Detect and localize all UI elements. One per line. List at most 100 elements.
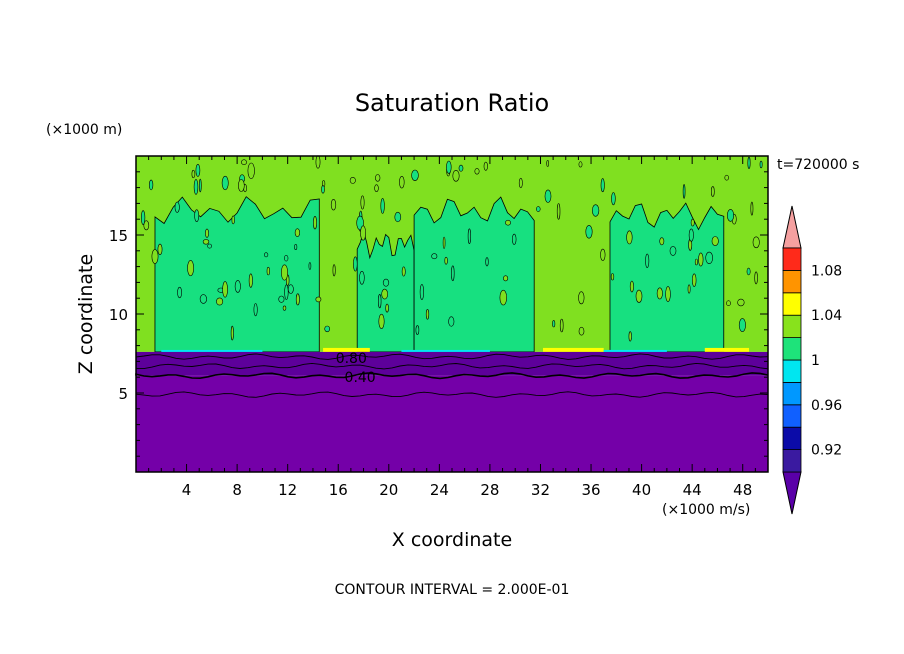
contour-speckle bbox=[511, 233, 517, 245]
contour-speckle bbox=[295, 293, 300, 306]
contour-speckle bbox=[559, 318, 564, 333]
contour-speckle bbox=[207, 243, 212, 249]
colorbar-swatch bbox=[782, 314, 802, 339]
contour-speckle bbox=[611, 192, 616, 206]
fringe-band bbox=[603, 349, 667, 353]
supersaturation-band bbox=[704, 347, 750, 352]
colorbar-lower-extend bbox=[782, 471, 802, 515]
contour-speckle bbox=[284, 255, 289, 262]
colorbar-tick-label: 1.08 bbox=[811, 263, 842, 279]
contour-speckle bbox=[578, 291, 585, 305]
colorbar-swatch bbox=[782, 269, 802, 294]
contour-speckle bbox=[360, 195, 365, 210]
colorbar-swatch bbox=[782, 381, 802, 406]
contour-speckle bbox=[738, 318, 746, 332]
contour-speckle bbox=[458, 164, 464, 172]
dry-lower-region bbox=[136, 375, 768, 472]
x-tick-label: 36 bbox=[581, 481, 600, 499]
contour-speckle bbox=[698, 252, 704, 267]
x-tick-label: 40 bbox=[632, 481, 651, 499]
contour-speckle bbox=[308, 262, 312, 270]
contour-speckle bbox=[315, 155, 321, 169]
contour-label: 0.80 bbox=[336, 351, 367, 367]
contour-speckle bbox=[688, 228, 694, 242]
contour-speckle bbox=[378, 313, 385, 329]
contour-speckle bbox=[556, 203, 561, 220]
contour-speckle bbox=[284, 284, 289, 300]
contour-speckle bbox=[381, 288, 389, 300]
y-tick-label: 15 bbox=[109, 227, 128, 245]
x-tick-label: 4 bbox=[182, 481, 192, 499]
contour-speckle bbox=[726, 300, 731, 307]
contour-line bbox=[135, 391, 769, 398]
contour-speckle bbox=[294, 244, 298, 251]
time-label: t=720000 s bbox=[777, 157, 859, 173]
contour-speckle bbox=[385, 303, 389, 313]
contour-speckle bbox=[374, 184, 379, 192]
contour-speckle bbox=[544, 189, 552, 203]
contour-speckle bbox=[151, 249, 159, 264]
contour-speckle bbox=[536, 206, 541, 212]
colorbar-swatch bbox=[782, 426, 802, 451]
colorbar-tick-label: 1 bbox=[811, 353, 820, 369]
contour-speckle bbox=[452, 170, 460, 182]
contour-speckle bbox=[199, 178, 202, 193]
contour-labels: 0.80 0.40 bbox=[336, 351, 376, 386]
contour-speckle bbox=[747, 156, 751, 169]
contour-speckle bbox=[332, 264, 336, 277]
contour-speckle bbox=[321, 185, 325, 194]
colorbar-tick-label: 0.96 bbox=[811, 398, 842, 414]
contour-speckle bbox=[750, 201, 754, 216]
contour-line bbox=[135, 362, 769, 370]
contour-speckle bbox=[266, 266, 270, 276]
supersaturation-band bbox=[323, 347, 370, 352]
contour-speckle bbox=[600, 178, 605, 193]
contour-speckle bbox=[216, 297, 224, 306]
contour-speckle bbox=[401, 266, 406, 277]
contour-speckle bbox=[682, 184, 686, 199]
contour-speckle bbox=[177, 286, 182, 299]
contour-speckle bbox=[431, 253, 438, 260]
contour-speckle bbox=[143, 220, 150, 231]
contour-speckle bbox=[754, 271, 758, 285]
contour-speckle bbox=[600, 248, 606, 261]
contour-speckle bbox=[221, 175, 229, 191]
contour-speckle bbox=[656, 287, 663, 300]
contour-speckle bbox=[419, 284, 425, 300]
contour-speckle bbox=[474, 168, 480, 175]
contour-speckle bbox=[483, 161, 488, 171]
contour-speckle bbox=[195, 163, 201, 177]
contour-speckle bbox=[313, 216, 317, 230]
contour-speckle bbox=[626, 230, 633, 245]
contour-speckle bbox=[444, 256, 448, 265]
contour-speckle bbox=[141, 210, 146, 225]
contour-speckle bbox=[578, 326, 585, 336]
contour-speckle bbox=[380, 198, 385, 214]
contour-speckle bbox=[278, 295, 285, 303]
contour-speckle bbox=[578, 161, 583, 168]
contour-speckle bbox=[353, 256, 358, 272]
contour-line bbox=[135, 353, 769, 360]
contour-speckle bbox=[230, 325, 234, 341]
contour-speckle bbox=[248, 273, 253, 288]
contour-speckle bbox=[253, 303, 258, 317]
contour-speckle bbox=[752, 236, 760, 249]
contour-speckle bbox=[687, 284, 691, 294]
x-axis-ticks: 4 8 12 16 20 24 28 32 36 40 44 48 bbox=[148, 156, 756, 499]
contour-speckle bbox=[503, 275, 509, 282]
contour-lines bbox=[135, 353, 769, 398]
contour-speckle bbox=[610, 273, 615, 281]
contour-speckle bbox=[264, 252, 269, 258]
contour-speckle bbox=[629, 280, 634, 293]
contour-speckle bbox=[759, 160, 763, 169]
contour-speckle bbox=[202, 239, 210, 245]
contour-speckle bbox=[691, 273, 697, 287]
contour-speckle bbox=[324, 325, 331, 333]
contour-speckle bbox=[191, 169, 196, 179]
contour-speckle bbox=[591, 204, 600, 217]
colorbar-upper-extend bbox=[782, 205, 802, 249]
x-tick-label: 24 bbox=[430, 481, 449, 499]
contour-speckle bbox=[187, 260, 194, 277]
contour-speckle bbox=[394, 211, 402, 223]
